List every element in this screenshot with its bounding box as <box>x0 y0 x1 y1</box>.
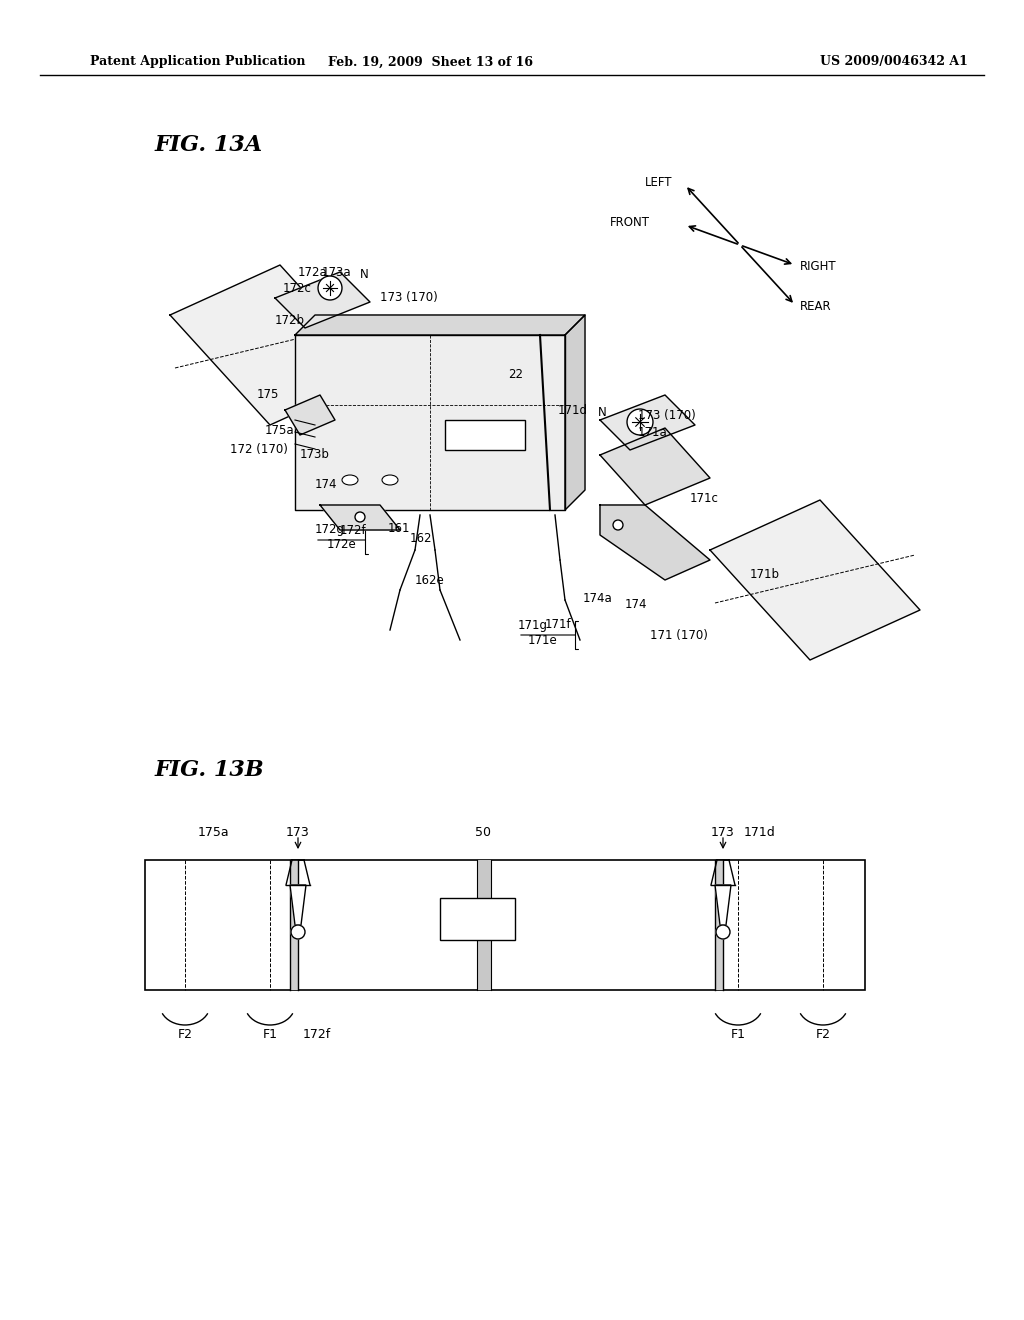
Text: 171d: 171d <box>744 825 776 838</box>
Text: 175a: 175a <box>198 825 228 838</box>
Circle shape <box>716 925 730 939</box>
Polygon shape <box>275 272 370 327</box>
Text: Feb. 19, 2009  Sheet 13 of 16: Feb. 19, 2009 Sheet 13 of 16 <box>328 55 532 69</box>
Text: 162: 162 <box>410 532 432 544</box>
Polygon shape <box>290 884 306 925</box>
Text: 171f: 171f <box>545 619 571 631</box>
Polygon shape <box>170 265 380 425</box>
Polygon shape <box>319 506 400 531</box>
Text: 172f: 172f <box>303 1028 331 1041</box>
Circle shape <box>627 409 653 436</box>
Bar <box>715 861 723 990</box>
Polygon shape <box>715 884 731 925</box>
Text: FRONT: FRONT <box>610 216 650 230</box>
Text: 172e: 172e <box>327 539 356 552</box>
Text: 172 (170): 172 (170) <box>230 444 288 457</box>
Text: 171b: 171b <box>750 569 780 582</box>
Polygon shape <box>285 395 335 436</box>
Text: 172f: 172f <box>340 524 367 536</box>
Text: 171 (170): 171 (170) <box>650 628 708 642</box>
Polygon shape <box>295 335 565 510</box>
Text: 172c: 172c <box>283 281 312 294</box>
Text: 174: 174 <box>625 598 647 611</box>
Polygon shape <box>600 428 710 506</box>
Text: US 2009/0046342 A1: US 2009/0046342 A1 <box>820 55 968 69</box>
Text: 174a: 174a <box>583 591 612 605</box>
Text: 172b: 172b <box>275 314 305 326</box>
Text: LEFT: LEFT <box>645 177 673 190</box>
Text: 50: 50 <box>475 825 490 838</box>
Text: 175: 175 <box>257 388 280 401</box>
Text: N: N <box>360 268 369 281</box>
Text: F2: F2 <box>177 1028 193 1041</box>
Text: 162e: 162e <box>415 573 444 586</box>
Ellipse shape <box>342 475 358 484</box>
Text: F1: F1 <box>730 1028 745 1041</box>
Circle shape <box>355 512 365 521</box>
Polygon shape <box>565 315 585 510</box>
Bar <box>145 861 865 990</box>
Text: 173: 173 <box>711 825 735 838</box>
Text: REAR: REAR <box>800 301 831 314</box>
Text: 161: 161 <box>388 521 411 535</box>
Text: 173b: 173b <box>300 449 330 462</box>
Text: 174: 174 <box>315 479 338 491</box>
Polygon shape <box>600 506 710 579</box>
Ellipse shape <box>382 475 398 484</box>
Text: 171g: 171g <box>518 619 548 631</box>
Text: 173 (170): 173 (170) <box>638 408 695 421</box>
Bar <box>477 861 490 990</box>
Text: 172a: 172a <box>298 267 328 280</box>
Circle shape <box>318 276 342 300</box>
Text: 171d: 171d <box>558 404 588 417</box>
Text: F1: F1 <box>262 1028 278 1041</box>
Text: FIG. 13A: FIG. 13A <box>155 135 263 156</box>
Text: RIGHT: RIGHT <box>800 260 837 273</box>
Text: 171e: 171e <box>528 634 558 647</box>
Circle shape <box>613 520 623 531</box>
Text: 172g: 172g <box>315 524 345 536</box>
Text: 175a: 175a <box>265 424 295 437</box>
Text: 171c: 171c <box>690 491 719 504</box>
Bar <box>290 861 298 990</box>
Text: F2: F2 <box>815 1028 830 1041</box>
Text: 22: 22 <box>508 368 523 381</box>
Circle shape <box>291 925 305 939</box>
Text: Patent Application Publication: Patent Application Publication <box>90 55 305 69</box>
Text: 173a: 173a <box>322 267 351 280</box>
Bar <box>440 898 515 940</box>
Polygon shape <box>710 500 920 660</box>
Bar <box>445 420 525 450</box>
Text: 173: 173 <box>286 825 310 838</box>
Text: 171a: 171a <box>638 426 668 440</box>
Text: FIG. 13B: FIG. 13B <box>155 759 264 781</box>
Text: 173 (170): 173 (170) <box>380 292 437 305</box>
Polygon shape <box>600 395 695 450</box>
Text: N: N <box>598 405 607 418</box>
Polygon shape <box>295 315 585 335</box>
